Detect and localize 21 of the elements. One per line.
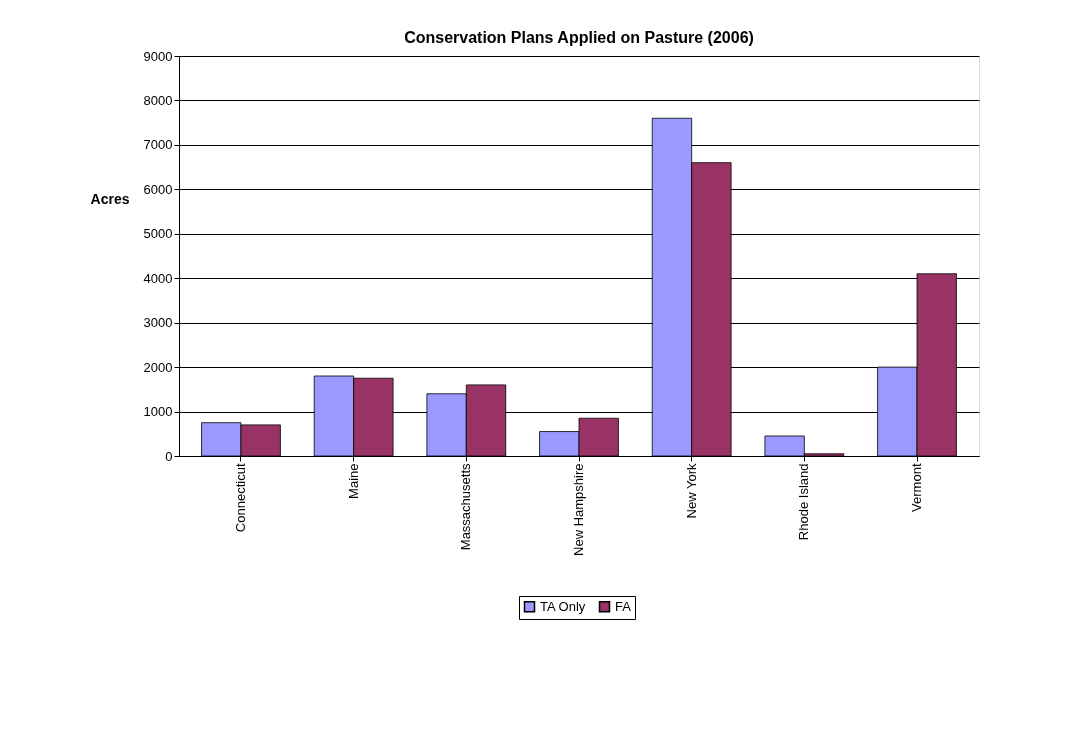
y-tick-label: 8000	[143, 92, 173, 108]
y-tick-label: 7000	[143, 137, 173, 153]
y-axis-title: Acres	[90, 190, 130, 207]
x-tick-label: New York	[683, 463, 699, 519]
x-tick-label: Connecticut	[232, 463, 248, 533]
y-tick-label: 2000	[143, 359, 173, 375]
x-tick-label: New Hampshire	[571, 463, 586, 556]
y-tick-label: 5000	[143, 226, 173, 242]
y-tick-label: 4000	[143, 270, 173, 286]
x-tick-label: Massachusetts	[458, 463, 474, 551]
y-tick-label: 1000	[143, 404, 173, 420]
x-tick-label: Vermont	[909, 463, 925, 512]
y-tick-label: 3000	[143, 315, 173, 331]
legend-label: FA	[615, 598, 632, 614]
chart-title: Conservation Plans Applied on Pasture (2006)	[404, 29, 754, 46]
legend-label: TA Only	[540, 598, 586, 614]
x-tick-label: Maine	[345, 463, 361, 499]
y-tick-label: 9000	[143, 48, 173, 64]
y-tick-label: 0	[165, 448, 173, 464]
x-tick-label: Rhode Island	[796, 463, 812, 541]
y-tick-label: 6000	[143, 181, 173, 197]
